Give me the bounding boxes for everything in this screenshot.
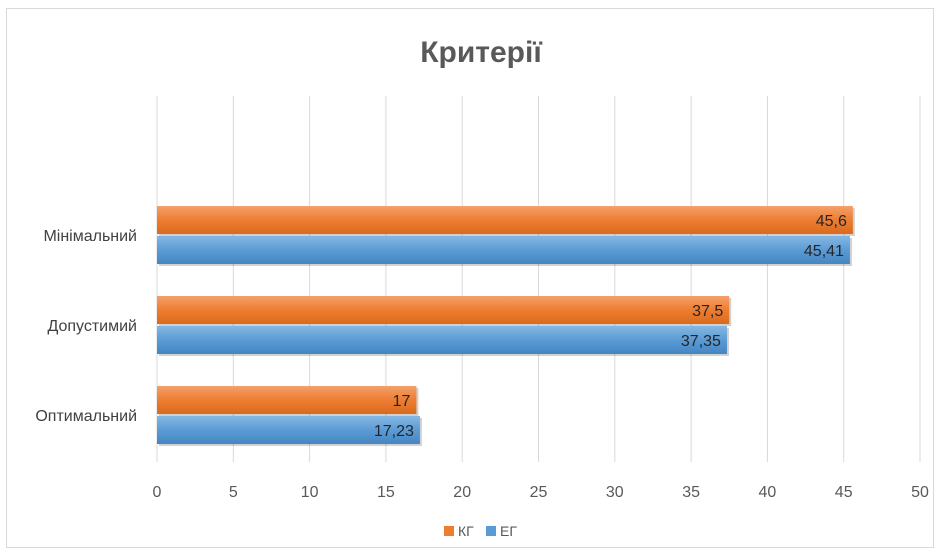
x-tick-label: 40 (759, 484, 777, 501)
legend-label: ЕГ (500, 523, 517, 539)
bars (157, 206, 855, 446)
data-labels: 45,6 45,41 37,5 37,35 17 17,23 (374, 213, 847, 440)
x-tick-label: 10 (301, 484, 319, 501)
x-tick-label: 50 (911, 484, 929, 501)
bar-eg (157, 326, 727, 354)
category-label: Мінімальний (43, 228, 137, 245)
legend: КГ ЕГ (444, 523, 517, 539)
category-label: Допустимий (47, 318, 137, 335)
bar-eg (157, 416, 420, 444)
bar-kg (157, 386, 417, 414)
x-tick-label: 30 (606, 484, 624, 501)
x-tick-label: 0 (153, 484, 162, 501)
chart-title: Критерії (420, 36, 542, 69)
legend-label: КГ (458, 523, 474, 539)
data-label: 17 (393, 393, 411, 410)
data-label: 37,5 (692, 303, 723, 320)
category-labels: Мінімальний Допустимий Оптимальний (35, 228, 137, 425)
x-tick-label: 20 (453, 484, 471, 501)
bar-kg (157, 296, 730, 324)
data-label: 37,35 (681, 333, 721, 350)
legend-swatch-eg (486, 526, 496, 536)
data-label: 45,41 (804, 243, 844, 260)
legend-swatch-kg (444, 526, 454, 536)
x-tick-label: 35 (682, 484, 700, 501)
x-tick-label: 5 (229, 484, 238, 501)
x-tick-label: 25 (530, 484, 548, 501)
bar-eg (157, 236, 850, 264)
x-tick-label: 15 (377, 484, 395, 501)
x-tick-label: 45 (835, 484, 853, 501)
data-label: 45,6 (816, 213, 847, 230)
x-tick-labels: 0 5 10 15 20 25 30 35 40 45 50 (153, 484, 929, 501)
chart-frame (6, 8, 934, 548)
bar-kg (157, 206, 853, 234)
category-label: Оптимальний (35, 408, 137, 425)
data-label: 17,23 (374, 423, 414, 440)
